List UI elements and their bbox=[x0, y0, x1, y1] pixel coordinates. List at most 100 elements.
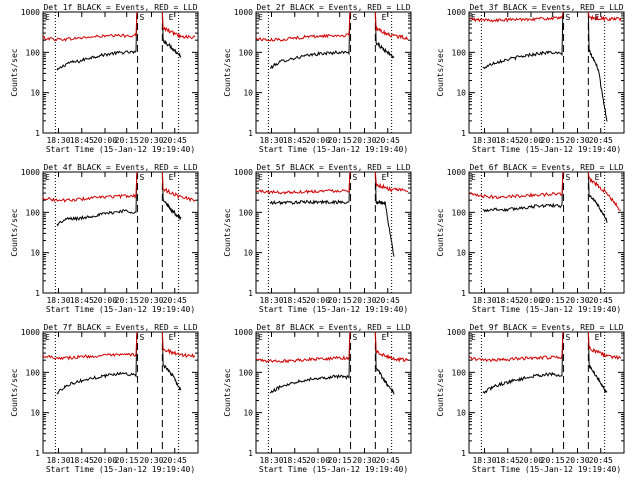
y-tick-label: 1000 bbox=[21, 328, 40, 337]
x-tick-label: 18:30 bbox=[259, 136, 283, 145]
panel-title: Det 5f BLACK = Events, RED = LLD bbox=[256, 163, 410, 172]
saa-marker-label: S bbox=[353, 333, 358, 342]
x-tick-label: 20:45 bbox=[163, 456, 187, 465]
y-tick-label: 1000 bbox=[447, 168, 466, 177]
x-axis-label: Start Time (15-Jan-12 19:19:40) bbox=[259, 145, 408, 154]
x-tick-label: 20:15 bbox=[328, 136, 352, 145]
series-lld-pre-saa bbox=[468, 171, 564, 200]
series-lld-pre-saa bbox=[468, 11, 564, 23]
x-axis-label: Start Time (15-Jan-12 19:19:40) bbox=[259, 465, 408, 474]
y-tick-label: 1 bbox=[35, 289, 40, 298]
x-tick-label: 18:45 bbox=[70, 456, 94, 465]
panel-title: Det 8f BLACK = Events, RED = LLD bbox=[256, 323, 410, 332]
x-tick-label: 20:45 bbox=[589, 456, 613, 465]
series-events-pre-saa bbox=[269, 171, 352, 206]
series-events-post-saa bbox=[161, 171, 182, 221]
end-marker-label: E bbox=[169, 333, 174, 342]
y-axis-label: Counts/sec bbox=[436, 48, 445, 96]
saa-marker-label: S bbox=[140, 13, 145, 22]
end-marker-label: E bbox=[595, 333, 600, 342]
y-tick-label: 1000 bbox=[447, 328, 466, 337]
plot-frame bbox=[42, 331, 199, 454]
series-events-post-saa bbox=[161, 331, 182, 391]
x-tick-label: 18:30 bbox=[472, 296, 496, 305]
x-tick-label: 18:45 bbox=[283, 136, 307, 145]
end-marker-label: E bbox=[382, 173, 387, 182]
x-tick-label: 20:15 bbox=[541, 296, 565, 305]
x-tick-label: 18:30 bbox=[259, 296, 283, 305]
x-tick-label: 18:30 bbox=[472, 136, 496, 145]
y-tick-label: 1000 bbox=[447, 8, 466, 17]
x-tick-label: 20:00 bbox=[519, 136, 543, 145]
end-marker-label: E bbox=[382, 13, 387, 22]
panel-det-9: Det 9f BLACK = Events, RED = LLD 1 10 100 10… bbox=[436, 323, 625, 474]
panel-det-2: Det 2f BLACK = Events, RED = LLD 1 10 100 10… bbox=[223, 3, 412, 154]
y-tick-label: 1 bbox=[35, 129, 40, 138]
x-tick-label: 20:00 bbox=[519, 296, 543, 305]
series-lld-pre-saa bbox=[42, 331, 139, 361]
x-axis-label: Start Time (15-Jan-12 19:19:40) bbox=[46, 305, 195, 314]
end-marker-label: E bbox=[382, 333, 387, 342]
panel-title: Det 3f BLACK = Events, RED = LLD bbox=[469, 3, 623, 12]
x-axis-label: Start Time (15-Jan-12 19:19:40) bbox=[46, 465, 195, 474]
series-lld-post-saa bbox=[587, 11, 622, 23]
series-events-pre-saa bbox=[269, 331, 352, 394]
x-tick-label: 20:15 bbox=[328, 296, 352, 305]
x-tick-label: 20:30 bbox=[139, 456, 163, 465]
series-lld-pre-saa bbox=[255, 171, 352, 195]
x-tick-label: 18:30 bbox=[46, 456, 70, 465]
start-marker-label: E bbox=[471, 173, 476, 182]
saa-marker-label: S bbox=[140, 333, 145, 342]
series-events-pre-saa bbox=[482, 11, 564, 70]
series-events-pre-saa bbox=[482, 171, 564, 213]
y-tick-label: 100 bbox=[26, 208, 41, 217]
series-lld-pre-saa bbox=[255, 11, 352, 42]
series-lld-post-saa bbox=[161, 171, 196, 203]
x-tick-label: 20:15 bbox=[328, 456, 352, 465]
series-lld-pre-saa bbox=[255, 331, 352, 364]
x-axis-label: Start Time (15-Jan-12 19:19:40) bbox=[472, 305, 621, 314]
y-tick-label: 1 bbox=[461, 129, 466, 138]
y-tick-label: 100 bbox=[452, 208, 467, 217]
plot-frame bbox=[468, 331, 625, 454]
x-tick-label: 20:15 bbox=[115, 296, 139, 305]
series-events-pre-saa bbox=[56, 11, 139, 71]
x-tick-label: 20:30 bbox=[139, 136, 163, 145]
x-tick-label: 20:00 bbox=[306, 296, 330, 305]
x-tick-label: 20:00 bbox=[306, 456, 330, 465]
panel-title: Det 2f BLACK = Events, RED = LLD bbox=[256, 3, 410, 12]
y-axis-label: Counts/sec bbox=[10, 368, 19, 416]
y-axis-label: Counts/sec bbox=[10, 48, 19, 96]
panel-det-4: Det 4f BLACK = Events, RED = LLD 1 10 100 10… bbox=[10, 163, 199, 314]
x-tick-label: 20:00 bbox=[93, 296, 117, 305]
series-events-pre-saa bbox=[269, 11, 352, 70]
series-events-pre-saa bbox=[56, 331, 139, 395]
y-tick-label: 100 bbox=[452, 48, 467, 57]
x-tick-label: 20:15 bbox=[115, 136, 139, 145]
series-lld-pre-saa bbox=[42, 11, 139, 42]
plot-frame bbox=[468, 11, 625, 134]
panel-title: Det 1f BLACK = Events, RED = LLD bbox=[43, 3, 197, 12]
x-tick-label: 20:30 bbox=[565, 456, 589, 465]
series-events-post-saa bbox=[587, 11, 608, 122]
series-lld-post-saa bbox=[587, 171, 621, 211]
y-tick-label: 100 bbox=[239, 208, 254, 217]
plot-frame bbox=[468, 171, 625, 294]
panel-det-5: Det 5f BLACK = Events, RED = LLD 1 10 100 10… bbox=[223, 163, 412, 314]
x-tick-label: 20:00 bbox=[93, 136, 117, 145]
series-events-pre-saa bbox=[482, 331, 564, 395]
x-tick-label: 18:30 bbox=[46, 136, 70, 145]
series-events-pre-saa bbox=[56, 171, 139, 227]
y-axis-label: Counts/sec bbox=[223, 208, 232, 256]
y-tick-label: 10 bbox=[243, 89, 253, 98]
x-tick-label: 20:15 bbox=[541, 136, 565, 145]
saa-marker-label: S bbox=[566, 173, 571, 182]
y-tick-label: 10 bbox=[456, 409, 466, 418]
series-events-post-saa bbox=[374, 11, 395, 59]
y-tick-label: 1 bbox=[35, 449, 40, 458]
y-tick-label: 10 bbox=[30, 409, 40, 418]
plot-frame bbox=[255, 331, 412, 454]
x-tick-label: 20:30 bbox=[352, 296, 376, 305]
x-tick-label: 20:45 bbox=[589, 296, 613, 305]
